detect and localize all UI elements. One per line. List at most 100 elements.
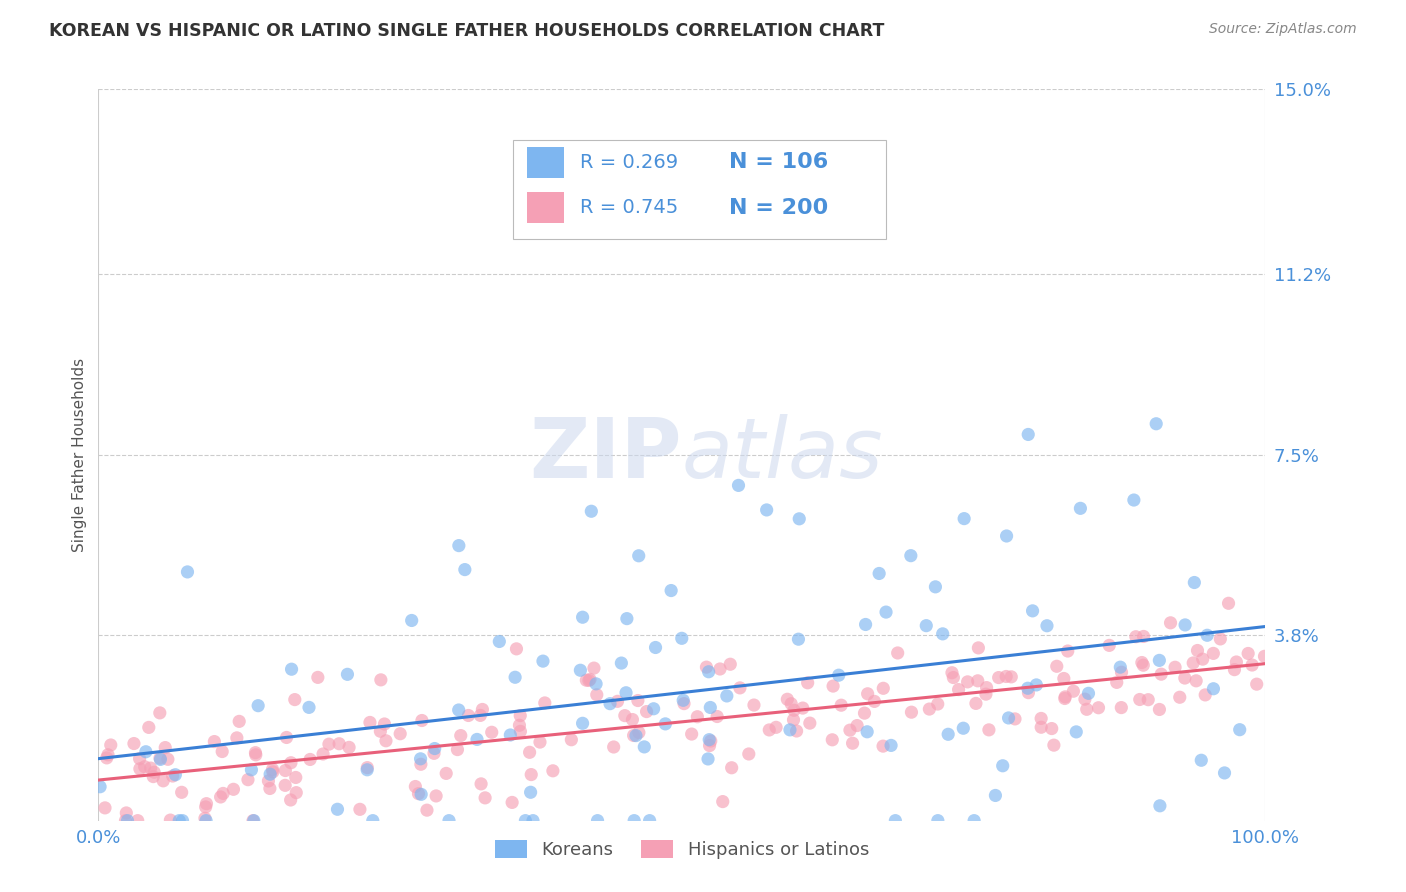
Text: N = 106: N = 106 — [728, 153, 828, 172]
Point — [298, 700, 321, 714]
Point — [389, 727, 412, 741]
Point — [1241, 658, 1264, 673]
Point — [162, 769, 184, 783]
Point — [541, 764, 564, 778]
Text: N = 200: N = 200 — [728, 198, 828, 218]
Point — [644, 640, 666, 655]
Point — [1062, 684, 1084, 698]
Point — [571, 716, 593, 731]
Point — [1223, 663, 1246, 677]
Point — [900, 705, 922, 719]
Point — [1125, 630, 1147, 644]
Point — [499, 728, 522, 742]
Point — [1191, 652, 1213, 666]
Point — [170, 785, 193, 799]
Point — [280, 793, 302, 807]
Point — [156, 752, 179, 766]
Point — [211, 745, 233, 759]
Point — [779, 723, 801, 737]
Point — [114, 814, 136, 828]
Point — [471, 702, 494, 716]
Point — [786, 724, 808, 739]
Point — [1144, 417, 1167, 431]
Point — [1132, 630, 1154, 644]
Point — [997, 711, 1019, 725]
Point — [280, 662, 302, 676]
Point — [839, 723, 862, 738]
Point — [823, 679, 845, 693]
Point — [349, 802, 371, 816]
Point — [470, 777, 492, 791]
Point — [995, 669, 1018, 683]
Point — [1130, 656, 1153, 670]
Point — [716, 689, 738, 703]
Point — [423, 741, 446, 756]
Point — [337, 740, 360, 755]
Point — [780, 697, 803, 711]
Point — [117, 814, 139, 828]
Point — [638, 814, 661, 828]
Point — [616, 612, 638, 626]
Point — [165, 768, 187, 782]
Point — [821, 732, 844, 747]
Text: atlas: atlas — [682, 415, 883, 495]
Point — [142, 770, 165, 784]
Point — [636, 705, 658, 719]
Point — [585, 688, 607, 702]
Point — [863, 694, 886, 708]
Point — [259, 781, 281, 796]
Point — [613, 708, 636, 723]
Point — [370, 724, 392, 739]
Point — [792, 701, 814, 715]
Point — [1187, 643, 1209, 657]
Point — [1036, 619, 1059, 633]
Point — [884, 814, 907, 828]
Point — [96, 751, 118, 765]
Point — [359, 715, 381, 730]
Point — [404, 780, 426, 794]
Point — [447, 703, 470, 717]
Point — [965, 697, 987, 711]
Point — [855, 617, 877, 632]
Point — [967, 640, 990, 655]
Point — [97, 747, 120, 762]
Point — [927, 697, 949, 711]
Point — [519, 745, 541, 759]
Point — [738, 747, 761, 761]
Point — [1225, 655, 1247, 669]
Point — [416, 803, 439, 817]
Point — [149, 752, 172, 766]
Point — [569, 663, 592, 677]
Text: Source: ZipAtlas.com: Source: ZipAtlas.com — [1209, 22, 1357, 37]
Point — [963, 814, 986, 828]
Point — [697, 665, 720, 679]
Point — [886, 646, 908, 660]
Point — [952, 721, 974, 735]
Point — [356, 763, 378, 777]
Legend: Koreans, Hispanics or Latinos: Koreans, Hispanics or Latinos — [488, 832, 876, 866]
Point — [505, 641, 527, 656]
Point — [627, 693, 650, 707]
Point — [508, 718, 530, 732]
Point — [1053, 672, 1076, 686]
Point — [94, 801, 117, 815]
Point — [1017, 686, 1039, 700]
Point — [155, 740, 177, 755]
Point — [654, 717, 676, 731]
Point — [699, 739, 721, 753]
Point — [1246, 677, 1268, 691]
Point — [927, 814, 949, 828]
Point — [586, 814, 609, 828]
Point — [953, 511, 976, 525]
Point — [159, 813, 181, 827]
Point — [624, 729, 647, 743]
Point — [409, 752, 432, 766]
Point — [262, 764, 284, 779]
Point — [711, 795, 734, 809]
Point — [643, 702, 665, 716]
Point — [1054, 690, 1077, 704]
Point — [581, 504, 603, 518]
Point — [783, 703, 806, 717]
Point — [987, 671, 1010, 685]
Point — [529, 735, 551, 749]
